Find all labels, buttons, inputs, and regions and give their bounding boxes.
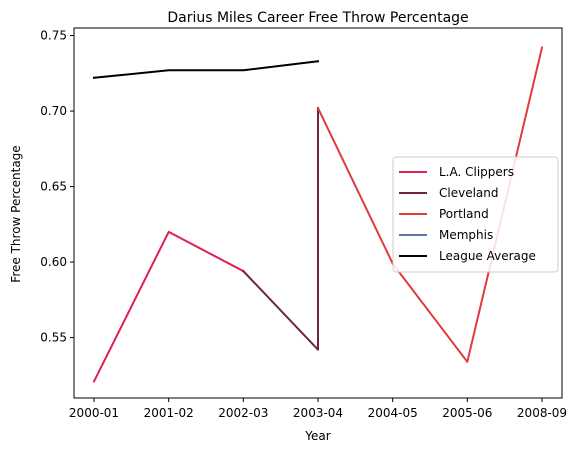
x-tick-label: 2002-03 xyxy=(218,406,268,420)
x-tick-label: 2003-04 xyxy=(293,406,343,420)
axis-ticks: 2000-01 2001-02 2002-03 2003-04 2004-05 2005-… xyxy=(40,29,567,420)
x-tick-label: 2005-06 xyxy=(442,406,492,420)
series-line xyxy=(92,230,245,383)
x-axis-title: Year xyxy=(304,429,330,443)
y-tick-label: 0.75 xyxy=(40,29,67,43)
y-axis-title: Free Throw Percentage xyxy=(9,145,23,282)
legend-label: L.A. Clippers xyxy=(439,165,514,179)
legend-label: Portland xyxy=(439,207,489,221)
legend-box xyxy=(392,156,559,273)
plot-area xyxy=(92,46,544,383)
chart-title: Darius Miles Career Free Throw Percentag… xyxy=(167,10,468,26)
y-tick-label: 0.65 xyxy=(40,180,67,194)
x-tick-label: 2008-09 xyxy=(517,406,567,420)
x-tick-label: 2000-01 xyxy=(69,406,119,420)
legend-label: League Average xyxy=(439,249,536,263)
legend-label: Memphis xyxy=(439,228,493,242)
x-tick-label: 2001-02 xyxy=(144,406,194,420)
legend: L.A. Clippers Cleveland Portland Memphis Lea… xyxy=(392,156,559,273)
y-tick-label: 0.55 xyxy=(40,331,67,345)
series-line xyxy=(241,107,319,351)
legend-label: Cleveland xyxy=(439,186,499,200)
y-tick-label: 0.70 xyxy=(40,104,67,118)
x-tick-label: 2004-05 xyxy=(368,406,418,420)
y-tick-label: 0.60 xyxy=(40,255,67,269)
series-line xyxy=(92,60,320,79)
